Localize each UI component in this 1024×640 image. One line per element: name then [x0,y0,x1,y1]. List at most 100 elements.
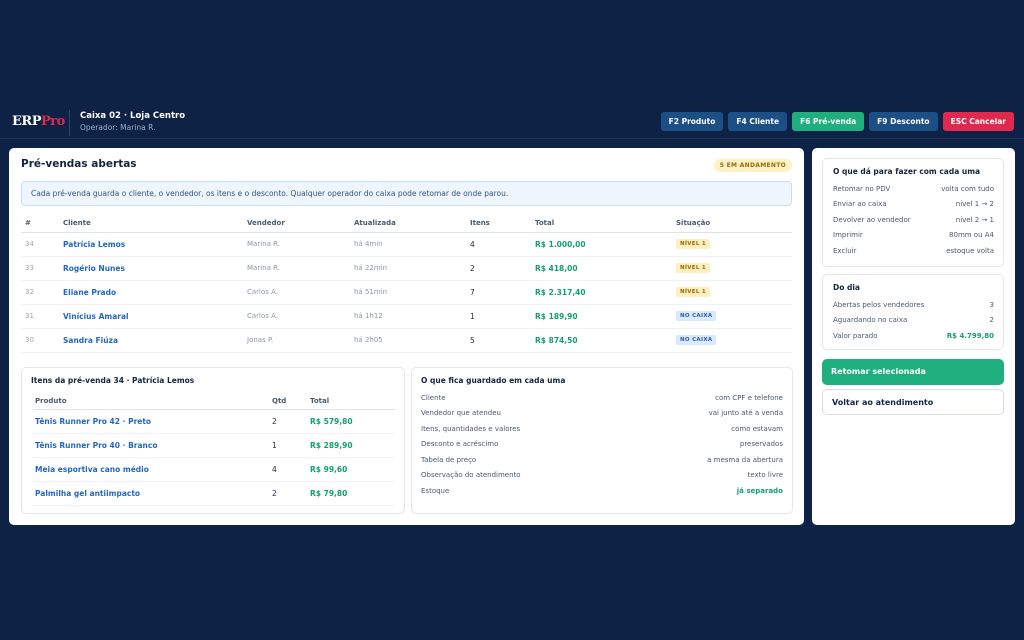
actions-box: O que dá para fazer com cada uma Retomar… [822,158,1004,267]
table-row[interactable]: 34 Patrícia Lemos Marina R. há 4min 4 R$… [21,233,792,257]
action-effect: volta com tudo [941,185,994,193]
desconto-button[interactable]: F9 Desconto [869,112,938,131]
shortcut-toolbar: F2 Produto F4 Cliente F6 Pré-venda F9 De… [660,112,1014,131]
summary-value: 2 [989,316,994,324]
client-link[interactable]: Patrícia Lemos [63,240,126,249]
action-effect: nível 2 → 1 [955,216,994,224]
stored-row: Desconto e acréscimo preservados [421,440,783,454]
item-row[interactable]: Meia esportiva cano médio 4 R$ 99,60 [33,458,395,482]
stored-key: Itens, quantidades e valores [421,425,521,433]
column-header[interactable]: Cliente [63,219,91,227]
column-header[interactable]: Situação [676,219,711,227]
stored-key: Tabela de preço [421,456,477,464]
column-header: # [25,219,31,227]
column-header[interactable]: Vendedor [247,219,285,227]
item-count: 4 [470,240,475,249]
pre-venda-button[interactable]: F6 Pré-venda [792,112,865,131]
stored-value: com CPF e telefone [715,394,783,402]
client-link[interactable]: Vinícius Amaral [63,312,129,321]
row-total: R$ 189,90 [535,312,578,321]
items-panel: Itens da pré-venda 34 · Patrícia Lemos P… [21,367,405,514]
stored-row: Cliente com CPF e telefone [421,394,783,408]
column-header: Total [310,397,330,405]
cancelar-button[interactable]: ESC Cancelar [942,112,1014,131]
top-bar: ERPPro Caixa 02 · Loja Centro Operador: … [0,106,1024,139]
item-row[interactable]: Tênis Runner Pro 42 · Preto 2 R$ 579,80 [33,410,395,434]
status-pill: NO CAIXA [676,311,717,321]
row-total: R$ 2.317,40 [535,288,586,297]
stored-row: Estoque já separado [421,487,783,501]
status-pill: NÍVEL 1 [676,263,711,273]
action-effect: nível 1 → 2 [955,200,994,208]
table-row[interactable]: 31 Vinícius Amaral Carlos A. há 1h12 1 R… [21,305,792,329]
item-count: 5 [470,336,475,345]
product-link[interactable]: Palmilha gel antiimpacto [35,489,141,498]
stored-key: Cliente [421,394,446,402]
app-logo[interactable]: ERPPro [12,114,65,129]
stored-row: Vendedor que atendeu vai junto até a vend… [421,409,783,423]
client-link[interactable]: Sandra Fiúza [63,336,119,345]
stored-value: texto livre [747,471,783,479]
product-link[interactable]: Meia esportiva cano médio [35,465,149,474]
table-header: # Cliente Vendedor Atualizada Itens Tota… [21,215,792,233]
item-row[interactable]: Tênis Runner Pro 40 · Branco 1 R$ 289,90 [33,434,395,458]
client-link[interactable]: Eliane Prado [63,288,117,297]
stored-row: Tabela de preço a mesma da abertura [421,456,783,470]
item-count: 1 [470,312,475,321]
stored-value: preservados [739,440,783,448]
updated-time: há 51min [354,288,388,296]
row-number: 30 [25,336,34,344]
back-to-service-button[interactable]: Voltar ao atendimento [822,389,1004,415]
row-total: R$ 874,50 [535,336,578,345]
status-pill: NÍVEL 1 [676,287,711,297]
table-row[interactable]: 30 Sandra Fiúza Jonas P. há 2h05 5 R$ 87… [21,329,792,353]
product-link[interactable]: Tênis Runner Pro 42 · Preto [35,417,152,426]
info-banner: Cada pré-venda guarda o cliente, o vende… [21,181,792,206]
stored-panel-title: O que fica guardado em cada uma [421,376,566,385]
produto-button[interactable]: F2 Produto [660,112,724,131]
summary-row: Valor parado R$ 4.799,80 [833,332,994,344]
action-row: Enviar ao caixa nível 1 → 2 [833,200,994,212]
row-number: 31 [25,312,34,320]
day-summary-box: Do dia Abertas pelos vendedores 3 Aguarda… [822,274,1004,350]
product-link[interactable]: Tênis Runner Pro 40 · Branco [35,441,158,450]
cliente-button[interactable]: F4 Cliente [728,112,788,131]
action-row: Imprimir 80mm ou A4 [833,231,994,243]
table-row[interactable]: 33 Rogério Nunes Marina R. há 22min 2 R$… [21,257,792,281]
stored-row: Observação do atendimento texto livre [421,471,783,485]
client-link[interactable]: Rogério Nunes [63,264,125,273]
stored-key: Estoque [421,487,450,495]
action-name: Imprimir [833,231,863,239]
pre-sales-card: Pré-vendas abertas 5 EM ANDAMENTO Cada p… [9,148,804,525]
summary-row: Abertas pelos vendedores 3 [833,301,994,313]
status-pill: NO CAIXA [676,335,717,345]
resume-selected-button[interactable]: Retomar selecionada [822,359,1004,385]
item-total: R$ 289,90 [310,441,353,450]
summary-value: 3 [989,301,994,309]
action-name: Devolver ao vendedor [833,216,911,224]
items-table-header: Produto Qtd Total [33,394,395,410]
stored-info-panel: O que fica guardado em cada uma Cliente c… [411,367,793,514]
action-effect: estoque volta [946,247,994,255]
stored-value: vai junto até a venda [708,409,783,417]
seller-name: Carlos A. [247,312,279,320]
seller-name: Jonas P. [247,336,274,344]
status-badge: 5 EM ANDAMENTO [713,159,792,172]
item-quantity: 2 [272,417,277,426]
item-quantity: 2 [272,489,277,498]
seller-name: Carlos A. [247,288,279,296]
column-header[interactable]: Total [535,219,555,227]
table-row[interactable]: 32 Eliane Prado Carlos A. há 51min 7 R$ … [21,281,792,305]
row-number: 34 [25,240,34,248]
item-row[interactable]: Palmilha gel antiimpacto 2 R$ 79,80 [33,482,395,506]
column-header[interactable]: Itens [470,219,490,227]
items-panel-title: Itens da pré-venda 34 · Patrícia Lemos [31,376,195,385]
actions-box-title: O que dá para fazer com cada uma [833,167,981,176]
header-divider [69,110,70,136]
row-total: R$ 418,00 [535,264,578,273]
updated-time: há 4min [354,240,383,248]
updated-time: há 2h05 [354,336,383,344]
column-header: Produto [35,397,67,405]
column-header[interactable]: Atualizada [354,219,396,227]
action-row: Devolver ao vendedor nível 2 → 1 [833,216,994,228]
